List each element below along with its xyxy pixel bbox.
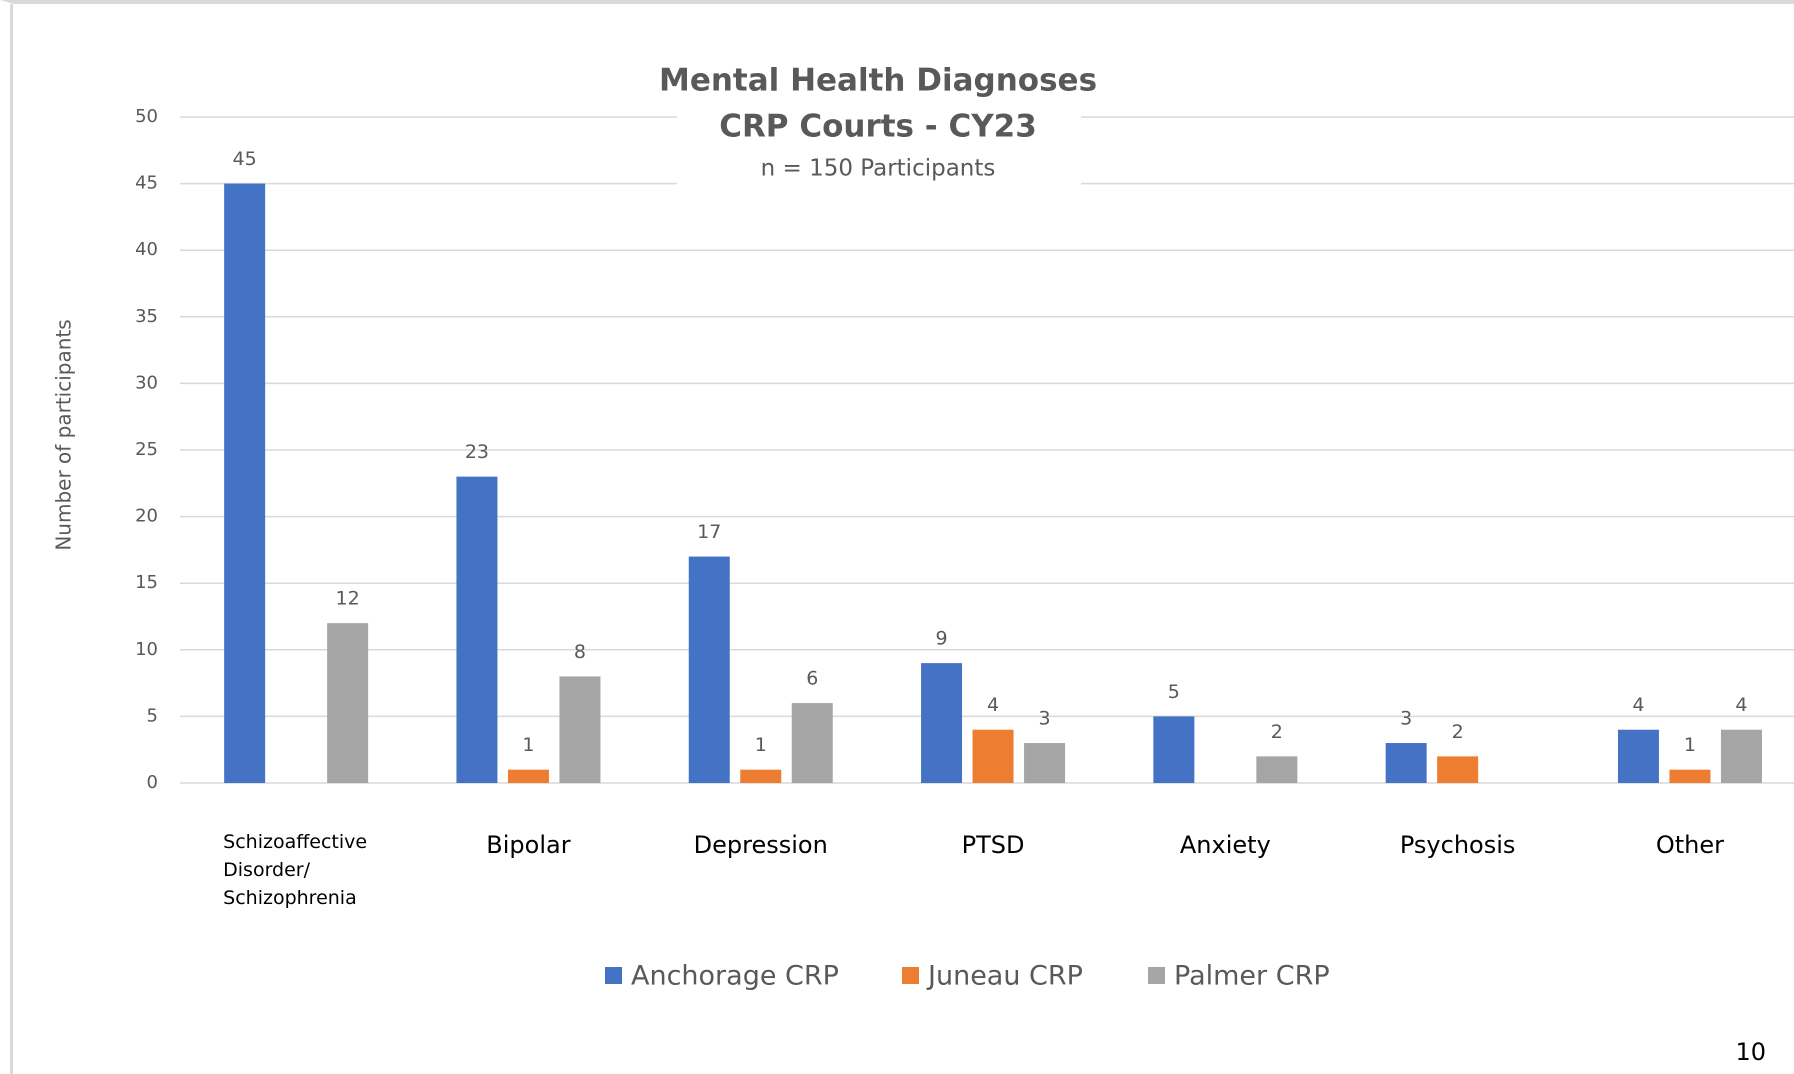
data-label: 3 [1400,708,1412,730]
bar [791,703,833,783]
y-tick-label: 0 [147,772,158,793]
legend-swatch [902,967,919,984]
x-tick-label: Depression [693,831,828,859]
bar [1720,729,1762,783]
bar [456,476,498,783]
data-label: 1 [522,734,534,756]
data-label: 23 [465,441,489,463]
chart-title: Mental Health Diagnoses [659,63,1097,99]
data-label: 5 [1168,681,1180,703]
data-label: 2 [1271,721,1283,743]
data-label: 17 [697,521,721,543]
bar [740,769,782,783]
bar [688,556,730,783]
y-tick-label: 15 [135,572,158,593]
bar [224,183,266,784]
y-tick-label: 30 [135,372,158,393]
y-tick-label: 45 [135,173,158,194]
y-tick-label: 35 [135,306,158,327]
data-label: 9 [936,628,948,650]
x-tick-label: Bipolar [486,831,571,859]
x-tick-label: Other [1655,831,1725,859]
chart-subtitle: CRP Courts - CY23 [719,109,1037,145]
y-tick-label: 20 [135,506,158,527]
data-label: 8 [574,641,586,663]
bar [972,729,1014,783]
data-label: 1 [1684,734,1696,756]
x-tick-label: Schizoaffective Disorder/ Schizophrenia [223,831,368,909]
legend-swatch [1148,967,1165,984]
data-label: 2 [1452,721,1464,743]
bar [1256,756,1298,783]
data-label: 1 [755,734,767,756]
bar [1024,743,1066,783]
y-tick-label: 50 [135,106,158,127]
data-label: 4 [987,694,999,716]
y-axis-label: Number of participants [52,319,76,550]
y-tick-label: 40 [135,239,158,260]
bar [921,663,963,783]
legend-swatch [605,967,622,984]
chart-note: n = 150 Participants [761,156,996,182]
bar [507,769,549,783]
y-tick-label: 10 [135,639,158,660]
x-tick-label: Psychosis [1399,831,1516,859]
bar [1437,756,1479,783]
legend-label: Palmer CRP [1174,961,1330,992]
data-label: 4 [1735,694,1747,716]
bar [1153,716,1195,783]
x-tick-label: Anxiety [1179,831,1271,859]
bar [559,676,601,783]
data-label: 12 [336,588,360,610]
data-label: 6 [806,668,818,690]
data-label: 4 [1632,694,1644,716]
page-number: 10 [1735,1038,1766,1066]
legend-label: Juneau CRP [926,961,1083,992]
legend-label: Anchorage CRP [631,961,839,992]
data-label: 3 [1039,708,1051,730]
y-tick-label: 25 [135,439,158,460]
bar [1385,743,1427,783]
bar [327,623,369,783]
title-background [677,55,1081,190]
y-tick-label: 5 [147,705,158,726]
data-label: 45 [233,148,257,170]
bar [1617,729,1659,783]
x-tick-label: PTSD [961,831,1025,859]
bar [1669,769,1711,783]
